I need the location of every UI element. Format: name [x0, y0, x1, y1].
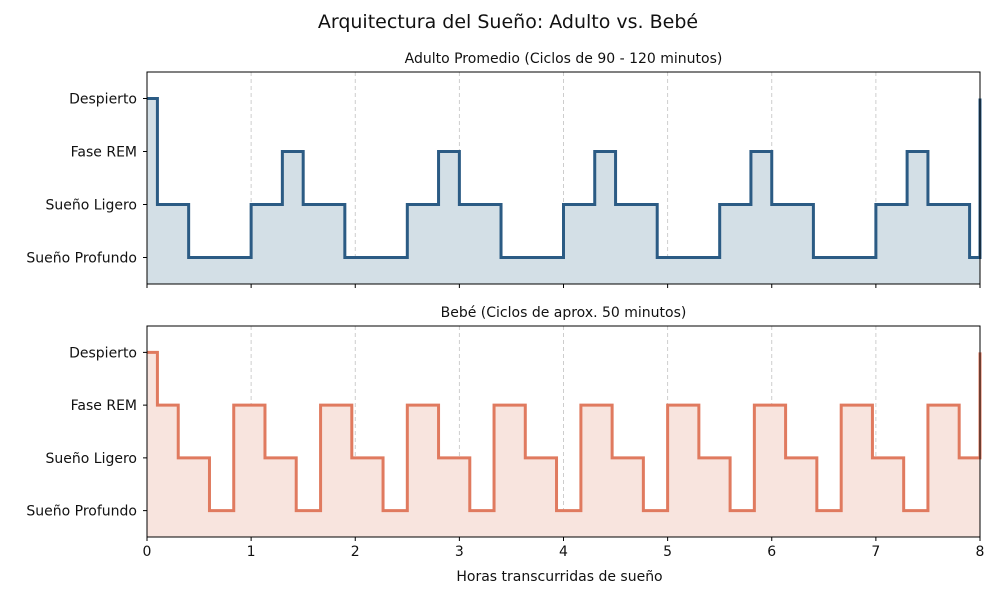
panel-title: Adulto Promedio (Ciclos de 90 - 120 minu…	[405, 51, 723, 67]
series-fill	[147, 98, 980, 284]
y-tick-label: Sueño Ligero	[46, 451, 137, 467]
figure-title: Arquitectura del Sueño: Adulto vs. Bebé	[318, 11, 698, 33]
x-tick-label: 2	[351, 544, 360, 560]
x-tick-label: 5	[663, 544, 672, 560]
series-fill	[147, 352, 980, 537]
x-tick-label: 8	[976, 544, 985, 560]
x-tick-label: 4	[559, 544, 568, 560]
series-line	[147, 350, 982, 513]
y-tick-label: Sueño Ligero	[46, 198, 137, 214]
panel-title: Bebé (Ciclos de aprox. 50 minutos)	[441, 305, 687, 321]
y-tick-label: Despierto	[69, 345, 137, 361]
y-tick-label: Fase REM	[71, 398, 137, 414]
x-tick-label: 1	[247, 544, 256, 560]
x-tick-label: 7	[871, 544, 880, 560]
y-tick-label: Sueño Profundo	[26, 504, 137, 520]
y-tick-label: Despierto	[69, 92, 137, 108]
x-axis-label: Horas transcurridas de sueño	[456, 569, 662, 585]
adult-panel: Adulto Promedio (Ciclos de 90 - 120 minu…	[26, 51, 982, 288]
baby-panel: Bebé (Ciclos de aprox. 50 minutos) Sueño …	[26, 305, 984, 585]
x-tick-label: 0	[143, 544, 152, 560]
x-tick-label: 6	[767, 544, 776, 560]
x-tick-label: 3	[455, 544, 464, 560]
y-tick-label: Sueño Profundo	[26, 251, 137, 267]
y-tick-label: Fase REM	[71, 145, 137, 161]
series-line	[147, 97, 982, 259]
